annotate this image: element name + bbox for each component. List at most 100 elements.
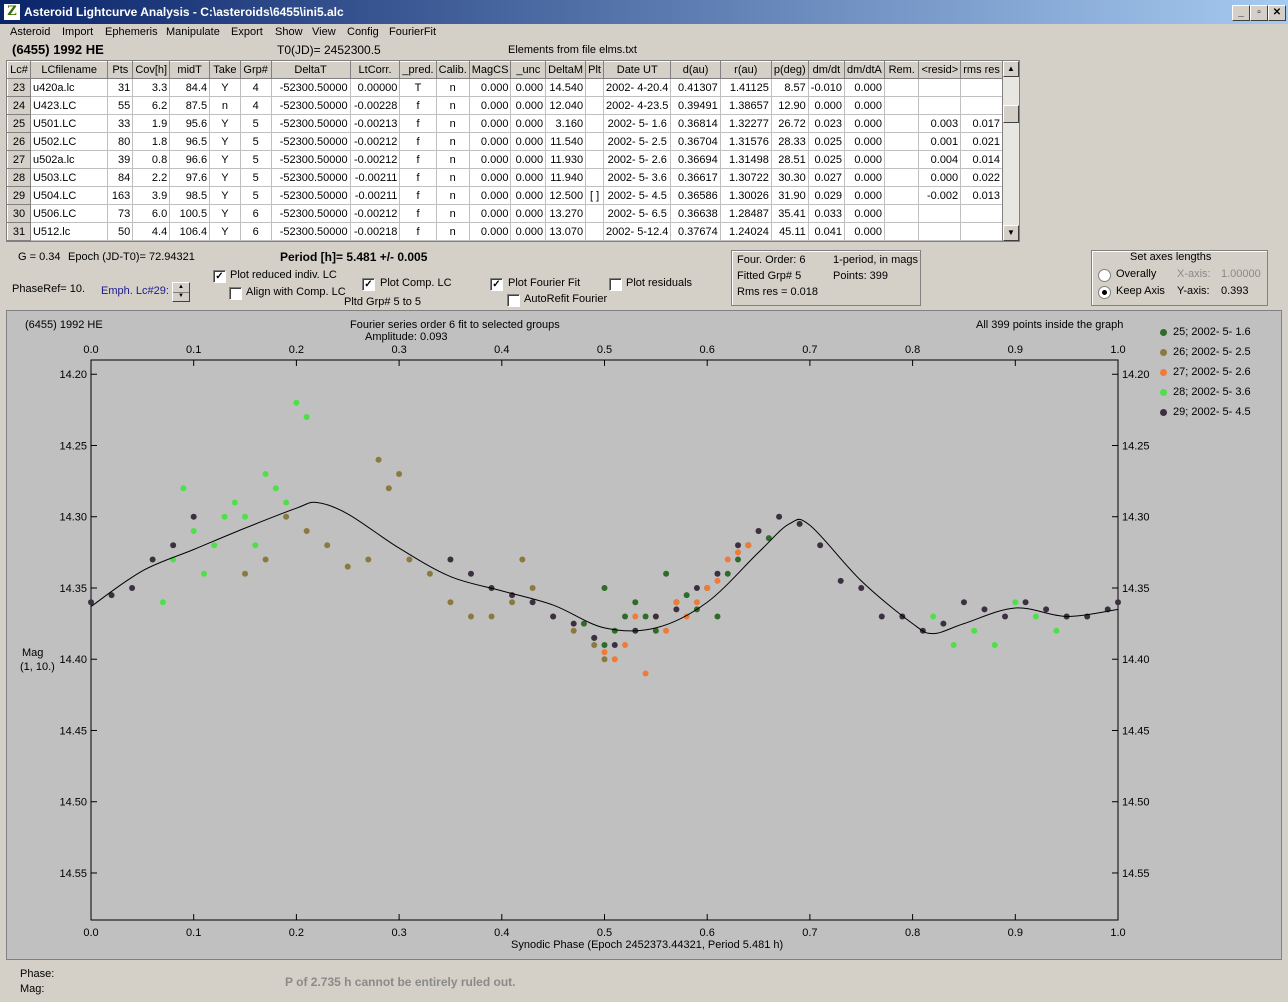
table-cell[interactable]: 6.2 [132,96,171,115]
table-cell[interactable]: -52300.50000 [271,222,351,241]
table-cell[interactable] [585,168,605,187]
table-cell[interactable]: 0.000 [469,222,512,241]
table-cell[interactable]: n [436,96,470,115]
column-header[interactable]: Pts [107,61,134,79]
table-cell[interactable]: 0.000 [469,204,512,223]
column-header[interactable]: Lc# [7,61,31,79]
table-row[interactable]: 27 u502a.lc 39 0.8 96.6 Y 5 -52300.50000 -0.0021… [7,150,1003,169]
table-cell[interactable]: 0.36694 [670,150,721,169]
table-cell[interactable]: 6 [240,204,272,223]
column-header[interactable]: Rem. [883,61,920,79]
table-cell[interactable]: 33 [107,114,134,133]
table-cell[interactable]: 0.001 [918,132,962,151]
table-cell[interactable]: n [436,186,470,205]
table-cell[interactable] [884,168,920,187]
row-header[interactable]: 27 [7,150,31,169]
close-button[interactable]: ✕ [1268,5,1286,21]
table-cell[interactable]: 0.000 [469,78,512,97]
table-row[interactable]: 28 U503.LC 84 2.2 97.6 Y 5 -52300.50000 -0.00211… [7,168,1003,187]
table-cell[interactable]: U501.LC [30,114,109,133]
table-cell[interactable]: Y [209,150,241,169]
lightcurve-table[interactable]: Lc# LCfilename Pts Cov[h] midT Take Grp# DeltaT… [6,60,1004,242]
table-cell[interactable]: 28.33 [771,132,809,151]
table-cell[interactable]: 1.30722 [720,168,772,187]
table-cell[interactable]: 0.000 [510,168,547,187]
table-cell[interactable]: 1.9 [132,114,171,133]
table-row[interactable]: 26 U502.LC 80 1.8 96.5 Y 5 -52300.50000 -0.00212… [7,132,1003,151]
table-cell[interactable]: 6.0 [132,204,171,223]
table-cell[interactable]: U423.LC [30,96,109,115]
restore-button[interactable]: ▫ [1250,5,1268,21]
table-cell[interactable]: Y [209,186,241,205]
table-cell[interactable]: 11.930 [545,150,587,169]
table-cell[interactable] [884,96,920,115]
table-cell[interactable]: n [436,222,470,241]
table-cell[interactable]: 1.32277 [720,114,772,133]
table-cell[interactable]: 30.30 [771,168,809,187]
table-cell[interactable]: 1.41125 [720,78,772,97]
spin-down-icon[interactable]: ▼ [178,293,184,299]
table-cell[interactable]: 2002- 5- 2.5 [603,132,672,151]
table-cell[interactable]: n [436,168,470,187]
table-cell[interactable]: 39 [107,150,134,169]
table-cell[interactable] [585,96,605,115]
menu-ephemeris[interactable]: Ephemeris [105,26,158,38]
table-cell[interactable]: 0.000 [844,168,885,187]
table-cell[interactable]: 5 [240,132,272,151]
table-cell[interactable]: 80 [107,132,134,151]
column-header[interactable]: _unc [510,61,547,79]
table-cell[interactable]: 12.040 [545,96,587,115]
table-cell[interactable]: -52300.50000 [271,204,351,223]
table-cell[interactable]: 0.000 [510,78,547,97]
keep-axis-radio[interactable] [1098,286,1111,299]
table-cell[interactable]: n [436,78,470,97]
table-cell[interactable]: 0.39491 [670,96,721,115]
column-header[interactable]: dm/dtA [843,61,885,79]
table-cell[interactable]: 12.90 [771,96,809,115]
table-cell[interactable]: 0.000 [808,96,845,115]
column-header[interactable]: Take [209,61,241,79]
table-cell[interactable]: 1.31576 [720,132,772,151]
table-cell[interactable]: -52300.50000 [271,78,351,97]
table-cell[interactable]: 2.2 [132,168,171,187]
menu-view[interactable]: View [312,26,336,38]
table-cell[interactable]: 0.041 [808,222,845,241]
column-header[interactable]: <resid> [918,61,962,79]
table-cell[interactable]: -52300.50000 [271,96,351,115]
table-cell[interactable]: -0.00211 [350,186,401,205]
table-cell[interactable]: Y [209,132,241,151]
table-cell[interactable]: 6 [240,222,272,241]
table-cell[interactable] [918,204,962,223]
table-cell[interactable]: 96.5 [169,132,211,151]
table-cell[interactable]: 4 [240,96,272,115]
table-cell[interactable]: 0.000 [844,96,885,115]
table-cell[interactable]: U502.LC [30,132,109,151]
table-cell[interactable]: 0.000 [469,186,512,205]
row-header[interactable]: 24 [7,96,31,115]
table-cell[interactable]: 14.540 [545,78,587,97]
column-header[interactable]: DeltaT [270,61,351,79]
plot-reduced-checkbox[interactable]: ✓ [213,270,226,283]
table-cell[interactable]: 0.36814 [670,114,721,133]
table-cell[interactable]: 0.36617 [670,168,721,187]
menu-show[interactable]: Show [275,26,303,38]
table-cell[interactable]: 0.37674 [670,222,721,241]
table-cell[interactable] [585,204,605,223]
table-cell[interactable]: -52300.50000 [271,150,351,169]
table-cell[interactable]: 4 [240,78,272,97]
table-cell[interactable] [884,114,920,133]
table-cell[interactable]: 0.004 [918,150,962,169]
table-cell[interactable]: 0.000 [510,186,547,205]
menu-asteroid[interactable]: Asteroid [10,26,51,38]
table-cell[interactable]: 11.540 [545,132,587,151]
table-cell[interactable] [960,78,1003,97]
align-comp-checkbox[interactable] [229,287,242,300]
table-cell[interactable]: f [399,114,437,133]
column-header[interactable]: r(au) [719,61,772,79]
table-cell[interactable]: Y [209,204,241,223]
table-cell[interactable]: 0.36704 [670,132,721,151]
table-cell[interactable]: 97.6 [169,168,211,187]
table-cell[interactable]: 50 [107,222,134,241]
table-cell[interactable]: 3.3 [132,78,171,97]
scroll-down-icon[interactable]: ▼ [1003,225,1019,241]
